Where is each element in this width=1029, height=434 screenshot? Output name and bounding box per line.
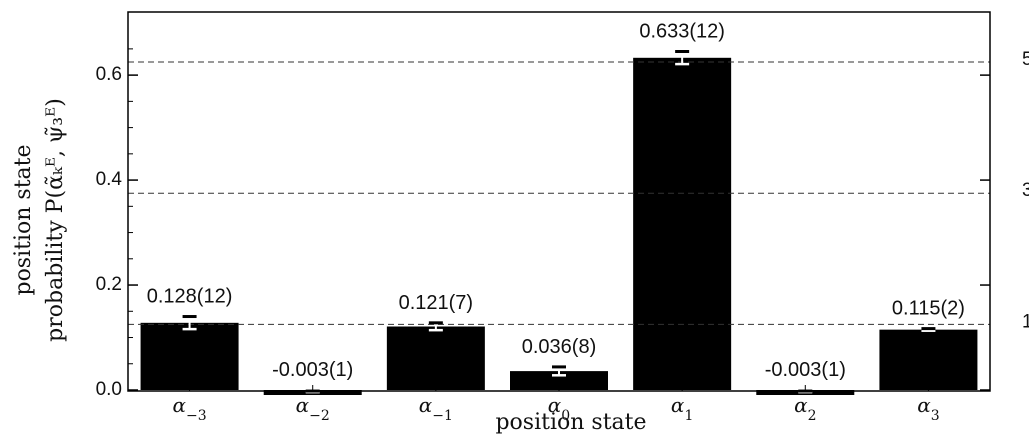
error-bar-6 bbox=[921, 327, 936, 332]
x-tick-label-1: α−2 bbox=[296, 393, 330, 424]
y-axis-title-line2: probability P(α̃ₖᴱ, ψ̃₃ᴱ) bbox=[43, 98, 68, 342]
value-label-3: 0.036(8) bbox=[522, 336, 597, 358]
bar-4 bbox=[633, 57, 732, 390]
bar-6 bbox=[879, 329, 978, 390]
value-labels-layer: 0.128(12) -0.003(1) 0.121(7) 0.036(8) 0.633(… bbox=[147, 21, 965, 381]
reference-line-label-1: 3/8 bbox=[1022, 180, 1029, 201]
y-axis-title-line1: position state bbox=[11, 144, 36, 295]
bar-2 bbox=[386, 326, 485, 390]
y-axis-title: position state probability P(α̃ₖᴱ, ψ̃₃ᴱ) bbox=[11, 98, 68, 342]
x-tick-label-4: α1 bbox=[671, 393, 693, 424]
error-bar-2 bbox=[428, 321, 443, 332]
y-tick-label-1: 0.2 bbox=[96, 274, 122, 295]
x-axis-title: position state bbox=[495, 410, 646, 434]
y-tick-label-3: 0.6 bbox=[96, 64, 122, 85]
value-label-0: 0.128(12) bbox=[147, 286, 233, 308]
value-label-5: -0.003(1) bbox=[765, 359, 846, 381]
y-tick-label-2: 0.4 bbox=[96, 169, 123, 190]
bar-0 bbox=[140, 322, 239, 390]
error-bar-4 bbox=[675, 50, 690, 66]
x-tick-label-3: α0 bbox=[548, 393, 570, 424]
value-label-6: 0.115(2) bbox=[892, 298, 965, 320]
x-tick-label-6: α3 bbox=[917, 393, 939, 424]
value-label-1: -0.003(1) bbox=[272, 359, 353, 381]
value-label-2: 0.121(7) bbox=[399, 292, 474, 314]
plot-frame bbox=[127, 11, 991, 392]
bar-3 bbox=[510, 371, 608, 390]
reference-line-label-2: 5/8 bbox=[1022, 49, 1029, 70]
x-tick-label-0: α−3 bbox=[172, 393, 206, 424]
x-tick-label-2: α−1 bbox=[419, 393, 453, 424]
axes-layer: 0.0 0.2 0.4 0.6 α−3 α−2 α−1 α0 α1 α2 α3 bbox=[96, 11, 991, 424]
error-bar-3 bbox=[552, 365, 566, 377]
reference-line-label-0: 1/8 bbox=[1022, 311, 1029, 332]
reference-lines-layer: 1/8 3/8 5/8 bbox=[128, 49, 1029, 332]
y-tick-label-0: 0.0 bbox=[96, 379, 122, 400]
error-bar-0 bbox=[182, 315, 197, 331]
x-tick-label-5: α2 bbox=[794, 393, 816, 424]
value-label-4: 0.633(12) bbox=[639, 21, 725, 43]
